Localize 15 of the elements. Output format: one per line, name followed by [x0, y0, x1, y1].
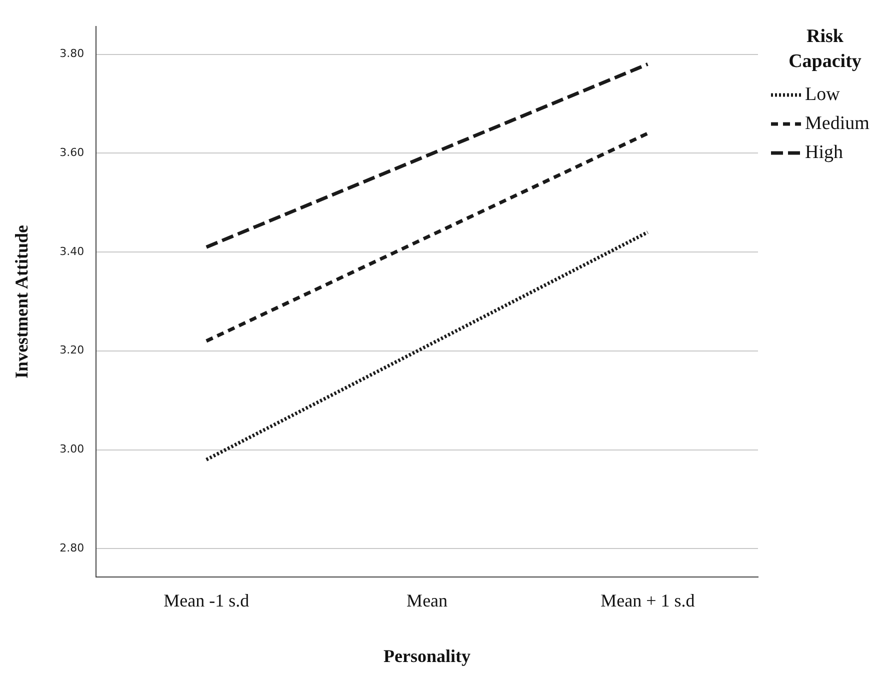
x-tick-label: Mean -1 s.d [164, 590, 250, 610]
y-tick-label: 3.80 [60, 47, 84, 60]
x-tick-label: Mean [406, 590, 448, 610]
legend-label: High [805, 141, 843, 165]
y-tick-label: 3.60 [60, 146, 84, 160]
y-axis-title: Investment Attitude [11, 224, 32, 378]
y-tick-label: 2.80 [60, 541, 84, 554]
y-tick-label: 3.00 [60, 442, 84, 456]
legend-label: Medium [805, 112, 870, 136]
x-tick-label: Mean + 1 s.d [600, 590, 695, 610]
legend-label: Low [805, 83, 840, 107]
y-tick-label: 3.20 [60, 344, 84, 357]
x-axis-title: Personality [384, 646, 471, 666]
y-tick-label: 3.40 [60, 244, 84, 258]
legend-title: Risk Capacity [788, 25, 862, 74]
